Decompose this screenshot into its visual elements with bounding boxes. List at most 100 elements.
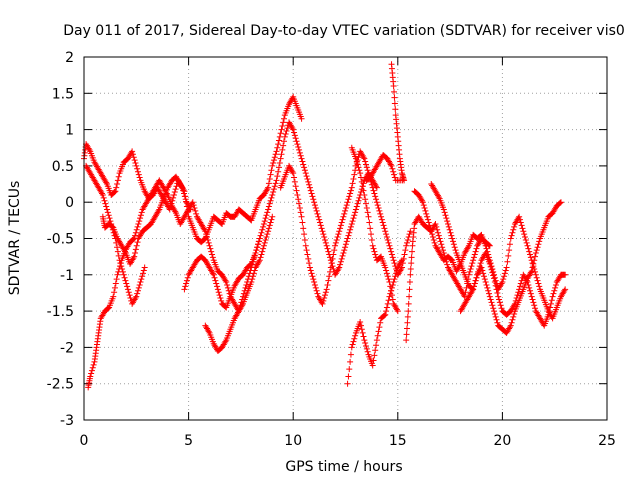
data-point (472, 248, 479, 255)
data-point (345, 373, 352, 380)
data-point (256, 235, 263, 242)
data-point (296, 149, 303, 156)
data-point (479, 267, 486, 274)
data-point (267, 219, 274, 226)
data-point (327, 264, 334, 271)
data-point (124, 283, 131, 290)
data-point (172, 186, 179, 193)
data-point (346, 366, 353, 373)
data-point (469, 287, 476, 294)
data-point (480, 270, 487, 277)
data-point (420, 202, 427, 209)
data-point (487, 263, 494, 270)
data-point (341, 247, 348, 254)
data-point (122, 248, 129, 255)
data-point (267, 197, 274, 204)
data-point (295, 144, 302, 151)
data-point (373, 337, 380, 344)
data-point (275, 141, 282, 148)
data-point (360, 154, 367, 161)
data-point (466, 268, 473, 275)
data-point (332, 242, 339, 249)
data-point (364, 167, 371, 174)
data-point (372, 251, 379, 258)
data-point (210, 271, 217, 278)
data-point (375, 328, 382, 335)
data-point (350, 338, 357, 345)
data-point (490, 305, 497, 312)
data-point (206, 242, 213, 249)
data-point (358, 178, 365, 185)
data-point (363, 161, 370, 168)
data-point (406, 279, 413, 286)
data-point (533, 274, 540, 281)
data-point (390, 257, 397, 264)
data-point (327, 268, 334, 275)
data-point (405, 308, 412, 315)
data-point (88, 370, 95, 377)
data-point (114, 177, 121, 184)
data-point (259, 226, 266, 233)
data-point (480, 273, 487, 280)
data-point (103, 179, 110, 186)
data-point (247, 267, 254, 274)
data-point (136, 174, 143, 181)
data-point (422, 207, 429, 214)
data-point (297, 209, 304, 216)
data-point (506, 241, 513, 248)
data-point (347, 187, 354, 194)
data-point (350, 175, 357, 182)
data-point (362, 196, 369, 203)
data-point (214, 283, 221, 290)
data-point (311, 281, 318, 288)
data-point (447, 229, 454, 236)
data-point (339, 216, 346, 223)
data-point (258, 251, 265, 258)
data-point (132, 229, 139, 236)
data-point (335, 265, 342, 272)
series-L (411, 188, 569, 322)
data-point (406, 231, 413, 238)
data-point (269, 162, 276, 169)
data-point (367, 225, 374, 232)
data-point (372, 347, 379, 354)
data-point (237, 302, 244, 309)
data-point (529, 296, 536, 303)
data-point (294, 141, 301, 148)
data-point (270, 157, 277, 164)
data-point (355, 164, 362, 171)
data-point (509, 316, 516, 323)
data-point (293, 138, 300, 145)
data-point (130, 236, 137, 243)
data-point (361, 155, 368, 162)
data-point (312, 284, 319, 291)
data-point (352, 206, 359, 213)
data-point (445, 220, 452, 227)
data-point (264, 231, 271, 238)
data-point (435, 194, 442, 201)
data-point (517, 219, 524, 226)
data-point (419, 197, 426, 204)
data-point (359, 183, 366, 190)
data-point (535, 280, 542, 287)
data-point (273, 177, 280, 184)
data-point (244, 279, 251, 286)
data-point (249, 261, 256, 268)
data-point (135, 284, 142, 291)
data-point (369, 362, 376, 369)
data-point (374, 332, 381, 339)
data-point (291, 129, 298, 136)
data-point (385, 297, 392, 304)
data-point (262, 215, 269, 222)
data-point (189, 199, 196, 206)
x-tick-label: 5 (184, 433, 193, 449)
data-point (430, 236, 437, 243)
data-point (323, 242, 330, 249)
data-point (298, 155, 305, 162)
data-point (443, 215, 450, 222)
data-point (214, 286, 221, 293)
data-point (136, 281, 143, 288)
data-point (450, 241, 457, 248)
data-point (104, 209, 111, 216)
data-point (114, 271, 121, 278)
